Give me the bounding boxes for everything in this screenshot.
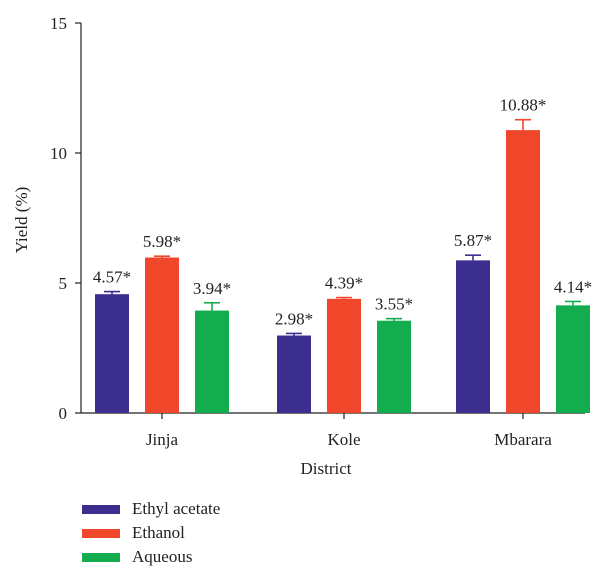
x-axis-title: District [301, 459, 352, 478]
x-tick-label: Kole [327, 430, 360, 449]
legend-label: Ethanol [132, 523, 185, 542]
y-tick-label: 15 [50, 14, 67, 33]
y-tick-label: 5 [59, 274, 68, 293]
y-tick-label: 0 [59, 404, 68, 423]
x-tick-label: Jinja [146, 430, 179, 449]
legend-swatch [82, 552, 120, 562]
bars [95, 118, 590, 413]
bar [327, 298, 361, 413]
data-label: 4.39* [325, 274, 363, 293]
bar [95, 294, 129, 413]
legend: Ethyl acetate Ethanol Aqueous [82, 497, 220, 569]
bar [145, 257, 179, 413]
axes: 0 5 10 15 Jinja Kole Mbarara [50, 14, 585, 449]
bar [556, 305, 590, 413]
data-label: 3.94* [193, 279, 231, 298]
data-label: 2.98* [275, 309, 313, 328]
y-tick-label: 10 [50, 144, 67, 163]
legend-item-ethanol: Ethanol [82, 521, 220, 545]
bar [506, 130, 540, 413]
bar [195, 310, 229, 413]
bar [377, 320, 411, 413]
legend-swatch [82, 528, 120, 538]
data-label: 5.87* [454, 231, 492, 250]
x-tick-label: Mbarara [494, 430, 552, 449]
legend-swatch [82, 504, 120, 514]
data-label: 5.98* [143, 232, 181, 251]
legend-label: Ethyl acetate [132, 499, 221, 518]
legend-label: Aqueous [132, 547, 193, 566]
data-label: 10.88* [500, 96, 547, 115]
data-labels: 4.57* 5.98* 3.94* 2.98* 4.39* 3.55* 5.87* 10.88… [93, 96, 592, 329]
bar-chart: 0 5 10 15 Jinja Kole Mbarara 4.57* 5.98* 3.94* 2.… [12, 14, 592, 478]
data-label: 4.14* [554, 277, 592, 296]
data-label: 3.55* [375, 295, 413, 314]
legend-item-ethyl-acetate: Ethyl acetate [82, 497, 220, 521]
data-label: 4.57* [93, 268, 131, 287]
bar [456, 260, 490, 413]
legend-item-aqueous: Aqueous [82, 545, 220, 569]
bar [277, 335, 311, 413]
y-axis-title: Yield (%) [12, 187, 31, 254]
